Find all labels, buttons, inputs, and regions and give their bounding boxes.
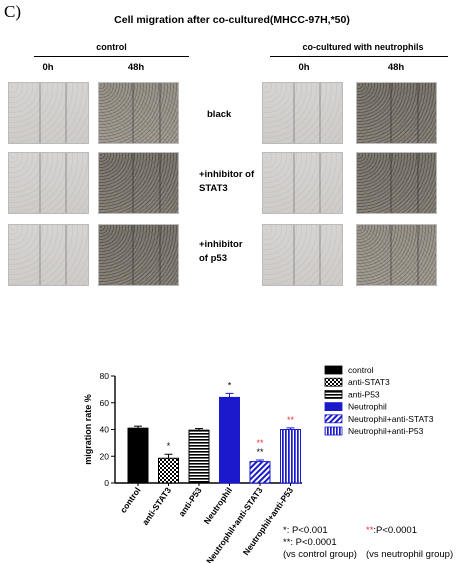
legend-label-5: Neutrophil+anti-P53	[348, 426, 424, 436]
time-label-control-0h: 0h	[42, 62, 54, 73]
micrograph-control-black-0h	[8, 82, 89, 144]
pvalue-notes-neutrophil: **:P<0.0001 (vs neutrophil group)	[366, 525, 453, 561]
group-label-control: control	[96, 42, 127, 52]
bar-0	[127, 427, 149, 484]
legend-swatch-3	[324, 402, 343, 411]
legend-swatch-4	[324, 414, 343, 424]
legend-swatch-2	[324, 390, 343, 399]
pvalue-single-star: *: P<0.001	[283, 525, 328, 536]
row-label-stat3-line1: +inhibitor of	[199, 169, 255, 180]
group-underline-control	[34, 56, 189, 57]
bar-2	[188, 429, 210, 484]
chart-annotations: ********	[167, 380, 295, 457]
figure-title: Cell migration after co-cultured(MHCC-97…	[114, 14, 350, 26]
x-tick-label-1: anti-STAT3	[140, 485, 173, 527]
legend-label-0: control	[348, 365, 374, 375]
x-tick-label-4: Neutrophil+anti-STAT3	[204, 485, 265, 563]
significance-mark-4-0: **	[256, 438, 264, 448]
pvalue-vs-control: (vs control group)	[283, 549, 357, 560]
row-label-p53-line1: +inhibitor	[199, 239, 243, 250]
legend-swatch-5	[324, 426, 343, 436]
row-label-black: black	[207, 109, 232, 120]
pvalue-vs-neutrophil: (vs neutrophil group)	[366, 549, 454, 560]
micrograph-control-p53-0h	[8, 224, 89, 286]
micrograph-control-stat3-48h	[98, 152, 179, 214]
y-tick-label-20: 20	[100, 451, 110, 461]
micrograph-cocultured-stat3-48h	[356, 152, 437, 214]
y-tick-label-60: 60	[100, 398, 110, 408]
x-tick-label-3: Neutrophil	[202, 485, 235, 526]
significance-mark-1-0: *	[167, 441, 171, 451]
row-label-p53: +inhibitor of p53	[199, 238, 243, 266]
legend-swatch-0	[324, 365, 343, 375]
row-label-p53-line2: of p53	[199, 253, 227, 264]
micrograph-cocultured-p53-0h	[262, 224, 343, 286]
group-underline-cocultured	[270, 56, 448, 57]
micrograph-cocultured-stat3-0h	[262, 152, 343, 214]
significance-mark-5-0: **	[287, 415, 295, 425]
y-tick-label-80: 80	[100, 371, 110, 381]
micrograph-control-p53-48h	[98, 224, 179, 286]
micrograph-cocultured-p53-48h	[356, 224, 437, 286]
row-label-stat3: +inhibitor of STAT3	[199, 168, 254, 196]
significance-mark-3-0: *	[228, 380, 232, 390]
micrograph-cocultured-black-48h	[356, 82, 437, 144]
x-tick-label-0: control	[118, 485, 143, 514]
legend-swatch-1	[324, 377, 343, 387]
bar-1	[158, 457, 179, 484]
pvalue-notes-control: *: P<0.001 **: P<0.0001 (vs control grou…	[283, 525, 357, 561]
y-tick-label-40: 40	[100, 425, 110, 435]
legend-label-1: anti-STAT3	[348, 377, 390, 387]
y-axis-label: migration rate %	[83, 394, 93, 465]
panel-letter: C)	[4, 2, 21, 21]
pvalue-red-line: **:P<0.0001	[366, 525, 453, 537]
pvalue-double-star: **: P<0.0001	[283, 537, 337, 548]
time-label-cocultured-0h: 0h	[298, 62, 310, 73]
row-label-stat3-line2: STAT3	[199, 183, 228, 194]
pvalue-red-marker: **	[366, 525, 374, 536]
pvalue-red-text: :P<0.0001	[373, 525, 417, 536]
chart-legend: control anti-STAT3 anti-P53 Neutrophil Neutr…	[324, 365, 434, 436]
time-label-control-48h: 48h	[127, 62, 145, 73]
chart-bars	[127, 392, 301, 484]
legend-label-4: Neutrophil+anti-STAT3	[348, 414, 434, 424]
group-label-cocultured: co-cultured with neutrophils	[302, 42, 424, 52]
x-tick-label-2: anti-P53	[176, 485, 203, 518]
bar-5	[280, 429, 301, 484]
legend-label-2: anti-P53	[348, 389, 380, 399]
y-tick-label-0: 0	[104, 478, 109, 488]
micrograph-cocultured-black-0h	[262, 82, 343, 144]
bar-3	[219, 396, 240, 484]
legend-label-3: Neutrophil	[348, 402, 387, 412]
micrograph-control-black-48h	[98, 82, 179, 144]
micrograph-control-stat3-0h	[8, 152, 89, 214]
bar-4	[249, 461, 271, 484]
significance-mark-4-1: **	[256, 447, 264, 457]
time-label-cocultured-48h: 48h	[387, 62, 405, 73]
